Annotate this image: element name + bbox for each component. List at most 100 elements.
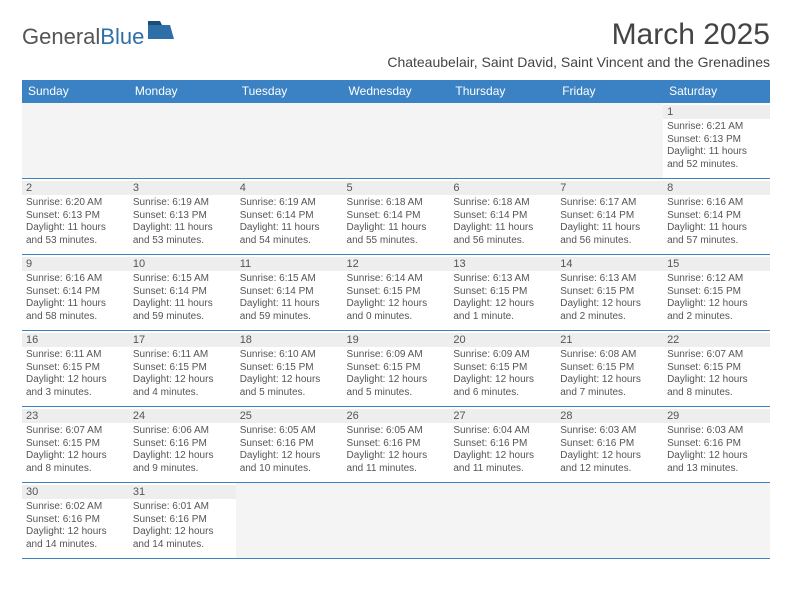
day-number: 7 <box>556 181 663 195</box>
calendar-day-cell: 30Sunrise: 6:02 AMSunset: 6:16 PMDayligh… <box>22 483 129 559</box>
day-info: Sunrise: 6:11 AMSunset: 6:15 PMDaylight:… <box>133 349 232 399</box>
calendar-day-cell: 25 Sunrise: 6:05 AMSunset: 6:16 PMDayligh… <box>236 407 343 483</box>
day-number: 2 <box>22 181 129 195</box>
day-number: 1 <box>663 105 770 119</box>
calendar-day-cell: 28 Sunrise: 6:03 AMSunset: 6:16 PMDayligh… <box>556 407 663 483</box>
day-number: 5 <box>343 181 450 195</box>
day-number: 10 <box>129 257 236 271</box>
day-number: 14 <box>556 257 663 271</box>
calendar-day-cell: 27Sunrise: 6:04 AMSunset: 6:16 PMDayligh… <box>449 407 556 483</box>
day-info: Sunrise: 6:13 AMSunset: 6:15 PMDaylight:… <box>560 273 659 323</box>
day-info: Sunrise: 6:07 AMSunset: 6:15 PMDaylight:… <box>667 349 766 399</box>
calendar-day-cell: 7 Sunrise: 6:17 AMSunset: 6:14 PMDaylight… <box>556 179 663 255</box>
calendar-empty-cell <box>449 483 556 559</box>
day-number: 28 <box>556 409 663 423</box>
title-block: March 2025 Chateaubelair, Saint David, S… <box>387 18 770 70</box>
calendar-day-cell: 9Sunrise: 6:16 AMSunset: 6:14 PMDaylight… <box>22 255 129 331</box>
day-info: Sunrise: 6:20 AMSunset: 6:13 PMDaylight:… <box>26 197 125 247</box>
day-number: 27 <box>449 409 556 423</box>
calendar-day-cell: 5Sunrise: 6:18 AMSunset: 6:14 PMDaylight… <box>343 179 450 255</box>
day-info: Sunrise: 6:15 AMSunset: 6:14 PMDaylight:… <box>240 273 339 323</box>
weekday-header: Wednesday <box>343 80 450 103</box>
calendar-week-row: 2 Sunrise: 6:20 AMSunset: 6:13 PMDaylight… <box>22 179 770 255</box>
day-number: 16 <box>22 333 129 347</box>
day-number: 29 <box>663 409 770 423</box>
day-number: 12 <box>343 257 450 271</box>
calendar-empty-cell <box>663 483 770 559</box>
day-number: 6 <box>449 181 556 195</box>
weekday-header: Friday <box>556 80 663 103</box>
location-subtitle: Chateaubelair, Saint David, Saint Vincen… <box>387 54 770 70</box>
day-info: Sunrise: 6:14 AMSunset: 6:15 PMDaylight:… <box>347 273 446 323</box>
calendar-day-cell: 12 Sunrise: 6:14 AMSunset: 6:15 PMDayligh… <box>343 255 450 331</box>
calendar-day-cell: 21Sunrise: 6:08 AMSunset: 6:15 PMDayligh… <box>556 331 663 407</box>
brand-logo: GeneralBlue <box>22 24 174 50</box>
day-info: Sunrise: 6:05 AMSunset: 6:16 PMDaylight:… <box>347 425 446 475</box>
day-number: 25 <box>236 409 343 423</box>
brand-flag-icon <box>148 21 174 41</box>
day-number: 11 <box>236 257 343 271</box>
day-info: Sunrise: 6:11 AMSunset: 6:15 PMDaylight:… <box>26 349 125 399</box>
calendar-week-row: 1 Sunrise: 6:21 AMSunset: 6:13 PMDaylight… <box>22 103 770 179</box>
weekday-header: Saturday <box>663 80 770 103</box>
day-number: 26 <box>343 409 450 423</box>
calendar-empty-cell <box>236 483 343 559</box>
day-info: Sunrise: 6:21 AMSunset: 6:13 PMDaylight:… <box>667 121 766 171</box>
day-info: Sunrise: 6:17 AMSunset: 6:14 PMDaylight:… <box>560 197 659 247</box>
day-number: 13 <box>449 257 556 271</box>
calendar-empty-cell <box>236 103 343 179</box>
calendar-week-row: 9Sunrise: 6:16 AMSunset: 6:14 PMDaylight… <box>22 255 770 331</box>
calendar-day-cell: 26 Sunrise: 6:05 AMSunset: 6:16 PMDayligh… <box>343 407 450 483</box>
calendar-empty-cell <box>343 103 450 179</box>
day-info: Sunrise: 6:09 AMSunset: 6:15 PMDaylight:… <box>347 349 446 399</box>
day-number: 3 <box>129 181 236 195</box>
day-info: Sunrise: 6:03 AMSunset: 6:16 PMDaylight:… <box>560 425 659 475</box>
day-info: Sunrise: 6:09 AMSunset: 6:15 PMDaylight:… <box>453 349 552 399</box>
calendar-day-cell: 20Sunrise: 6:09 AMSunset: 6:15 PMDayligh… <box>449 331 556 407</box>
calendar-day-cell: 10Sunrise: 6:15 AMSunset: 6:14 PMDayligh… <box>129 255 236 331</box>
calendar-day-cell: 17 Sunrise: 6:11 AMSunset: 6:15 PMDayligh… <box>129 331 236 407</box>
day-info: Sunrise: 6:03 AMSunset: 6:16 PMDaylight:… <box>667 425 766 475</box>
day-info: Sunrise: 6:19 AMSunset: 6:13 PMDaylight:… <box>133 197 232 247</box>
day-number: 8 <box>663 181 770 195</box>
day-number: 18 <box>236 333 343 347</box>
day-info: Sunrise: 6:10 AMSunset: 6:15 PMDaylight:… <box>240 349 339 399</box>
day-number: 15 <box>663 257 770 271</box>
calendar-day-cell: 11 Sunrise: 6:15 AMSunset: 6:14 PMDayligh… <box>236 255 343 331</box>
day-info: Sunrise: 6:07 AMSunset: 6:15 PMDaylight:… <box>26 425 125 475</box>
calendar-day-cell: 13Sunrise: 6:13 AMSunset: 6:15 PMDayligh… <box>449 255 556 331</box>
calendar-header-row: SundayMondayTuesdayWednesdayThursdayFrid… <box>22 80 770 103</box>
day-number: 4 <box>236 181 343 195</box>
day-number: 22 <box>663 333 770 347</box>
day-info: Sunrise: 6:16 AMSunset: 6:14 PMDaylight:… <box>667 197 766 247</box>
day-number: 17 <box>129 333 236 347</box>
day-number: 23 <box>22 409 129 423</box>
calendar-day-cell: 1 Sunrise: 6:21 AMSunset: 6:13 PMDaylight… <box>663 103 770 179</box>
calendar-day-cell: 14 Sunrise: 6:13 AMSunset: 6:15 PMDayligh… <box>556 255 663 331</box>
calendar-empty-cell <box>129 103 236 179</box>
day-info: Sunrise: 6:05 AMSunset: 6:16 PMDaylight:… <box>240 425 339 475</box>
day-info: Sunrise: 6:18 AMSunset: 6:14 PMDaylight:… <box>453 197 552 247</box>
calendar-day-cell: 4Sunrise: 6:19 AMSunset: 6:14 PMDaylight… <box>236 179 343 255</box>
calendar-day-cell: 31 Sunrise: 6:01 AMSunset: 6:16 PMDayligh… <box>129 483 236 559</box>
calendar-day-cell: 6 Sunrise: 6:18 AMSunset: 6:14 PMDaylight… <box>449 179 556 255</box>
calendar-empty-cell <box>556 103 663 179</box>
day-number: 31 <box>129 485 236 499</box>
day-info: Sunrise: 6:12 AMSunset: 6:15 PMDaylight:… <box>667 273 766 323</box>
calendar-day-cell: 8 Sunrise: 6:16 AMSunset: 6:14 PMDaylight… <box>663 179 770 255</box>
calendar-week-row: 16 Sunrise: 6:11 AMSunset: 6:15 PMDayligh… <box>22 331 770 407</box>
calendar-day-cell: 3 Sunrise: 6:19 AMSunset: 6:13 PMDaylight… <box>129 179 236 255</box>
calendar-week-row: 30Sunrise: 6:02 AMSunset: 6:16 PMDayligh… <box>22 483 770 559</box>
day-info: Sunrise: 6:01 AMSunset: 6:16 PMDaylight:… <box>133 501 232 551</box>
calendar-empty-cell <box>449 103 556 179</box>
weekday-header: Monday <box>129 80 236 103</box>
calendar-day-cell: 29 Sunrise: 6:03 AMSunset: 6:16 PMDayligh… <box>663 407 770 483</box>
calendar-day-cell: 16 Sunrise: 6:11 AMSunset: 6:15 PMDayligh… <box>22 331 129 407</box>
month-title: March 2025 <box>387 18 770 52</box>
day-number: 21 <box>556 333 663 347</box>
weekday-header: Thursday <box>449 80 556 103</box>
calendar-empty-cell <box>22 103 129 179</box>
day-number: 24 <box>129 409 236 423</box>
brand-left: General <box>22 24 100 50</box>
calendar-day-cell: 15 Sunrise: 6:12 AMSunset: 6:15 PMDayligh… <box>663 255 770 331</box>
